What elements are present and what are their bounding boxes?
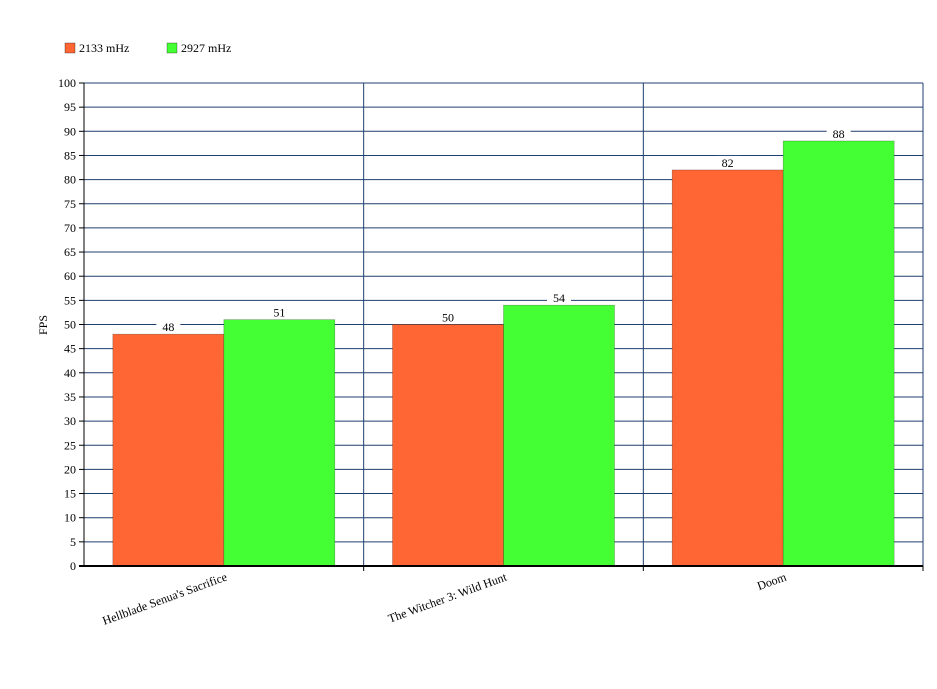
y-tick-label: 75 <box>64 197 76 211</box>
y-tick-label: 5 <box>70 535 76 549</box>
y-tick-label: 85 <box>64 148 76 162</box>
y-tick-label: 20 <box>64 462 76 476</box>
y-tick-label: 95 <box>64 100 76 114</box>
data-label: 48 <box>162 320 174 334</box>
data-label-bg <box>156 320 181 334</box>
y-tick-label: 50 <box>64 318 76 332</box>
y-axis-label: FPS <box>36 315 50 335</box>
legend: 2133 mHz 2927 mHz <box>64 41 231 55</box>
bar <box>223 319 336 567</box>
y-tick-label: 55 <box>64 293 76 307</box>
legend-swatch <box>64 42 76 54</box>
y-tick-label: 35 <box>64 390 76 404</box>
bar <box>671 169 784 567</box>
y-tick-label: 0 <box>70 559 76 573</box>
data-label-bg <box>436 310 460 324</box>
data-label-bg <box>267 305 292 319</box>
bar <box>782 140 895 567</box>
y-tick-label: 80 <box>64 173 76 187</box>
x-category-label: The Witcher 3: Wild Hunt <box>386 569 509 625</box>
data-label: 82 <box>722 156 734 170</box>
legend-swatch <box>166 42 178 54</box>
data-label-bg <box>826 126 851 140</box>
bar <box>112 333 225 567</box>
y-tick-label: 65 <box>64 245 76 259</box>
y-tick-label: 15 <box>64 487 76 501</box>
y-tick-label: 60 <box>64 269 76 283</box>
bar <box>503 304 615 567</box>
bars <box>112 140 895 567</box>
y-tick-label: 70 <box>64 221 76 235</box>
bar <box>392 324 504 567</box>
data-label: 54 <box>553 291 565 305</box>
axes <box>79 82 924 571</box>
y-tick-label: 30 <box>64 414 76 428</box>
y-tick-label: 25 <box>64 438 76 452</box>
data-label: 50 <box>442 311 454 325</box>
y-tick-label: 40 <box>64 366 76 380</box>
legend-label: 2927 mHz <box>181 41 231 55</box>
data-label-bg <box>547 291 571 305</box>
data-label-bg <box>715 155 740 169</box>
x-category-label: Doom <box>755 569 789 593</box>
legend-label: 2133 mHz <box>79 41 129 55</box>
y-tick-label: 45 <box>64 342 76 356</box>
data-label: 51 <box>273 306 285 320</box>
data-label: 88 <box>833 127 845 141</box>
y-tick-label: 10 <box>64 511 76 525</box>
y-tick-label: 100 <box>58 76 76 90</box>
y-tick-label: 90 <box>64 124 76 138</box>
x-category-label: Hellblade Senua's Sacrifice <box>101 570 229 628</box>
